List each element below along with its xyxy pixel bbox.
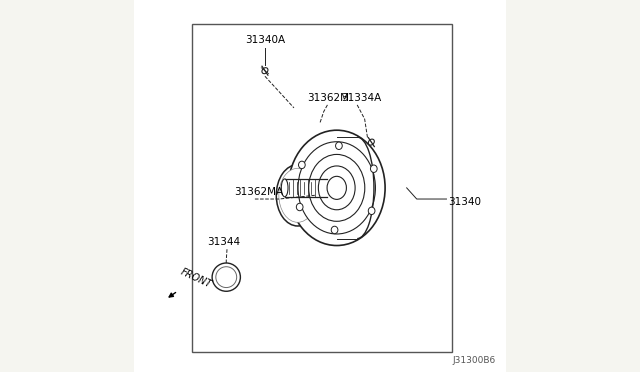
Ellipse shape xyxy=(279,168,317,222)
Text: 31344: 31344 xyxy=(207,237,241,247)
Ellipse shape xyxy=(369,139,374,145)
Ellipse shape xyxy=(289,130,385,246)
Ellipse shape xyxy=(276,165,319,226)
Ellipse shape xyxy=(335,142,342,150)
Ellipse shape xyxy=(298,161,305,169)
Ellipse shape xyxy=(332,226,338,234)
Ellipse shape xyxy=(262,68,268,74)
Ellipse shape xyxy=(308,154,365,221)
Text: 31362M: 31362M xyxy=(307,93,349,103)
Ellipse shape xyxy=(327,176,346,199)
Text: J31300B6: J31300B6 xyxy=(452,356,495,365)
Circle shape xyxy=(212,263,241,291)
Text: 31362MA: 31362MA xyxy=(234,187,283,197)
Ellipse shape xyxy=(318,166,355,210)
Ellipse shape xyxy=(298,142,376,234)
Bar xyxy=(191,24,452,352)
Text: 31340A: 31340A xyxy=(245,35,285,45)
Circle shape xyxy=(216,267,237,288)
Text: FRONT: FRONT xyxy=(179,266,214,289)
Ellipse shape xyxy=(282,179,288,197)
Ellipse shape xyxy=(368,207,375,215)
Text: 31334A: 31334A xyxy=(342,93,382,103)
Ellipse shape xyxy=(371,165,377,173)
Text: 31340: 31340 xyxy=(449,197,481,206)
Ellipse shape xyxy=(296,203,303,211)
